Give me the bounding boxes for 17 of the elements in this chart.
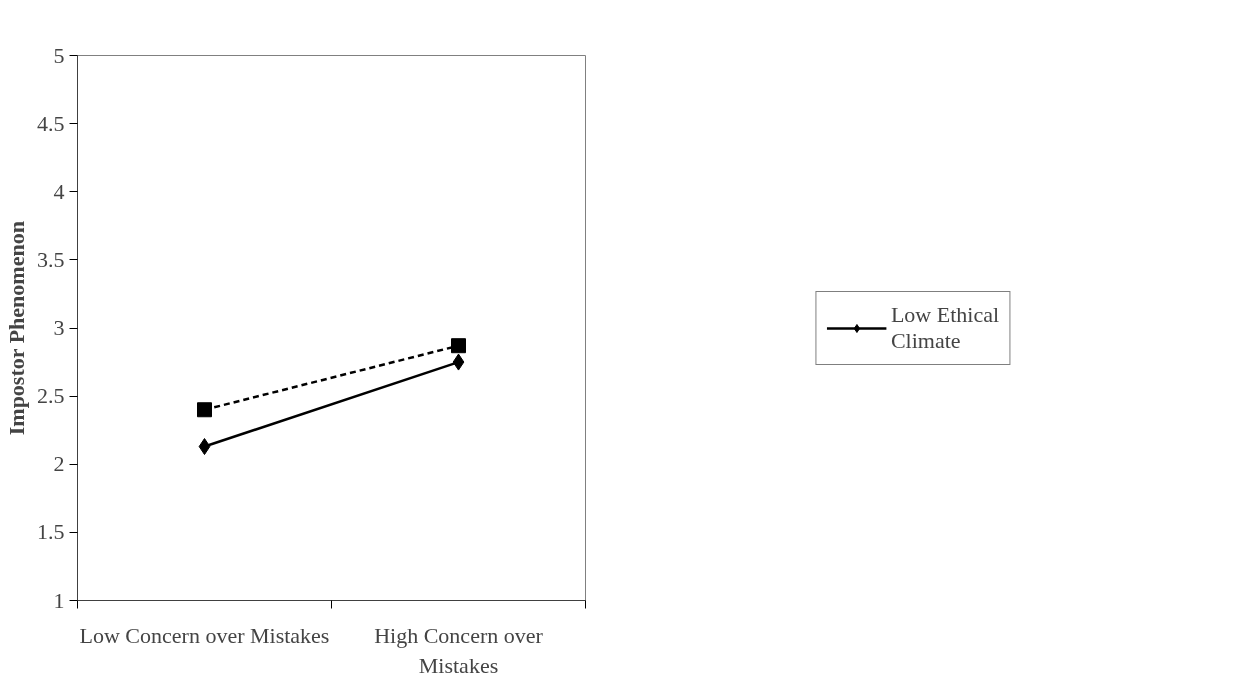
x-tick-label: High Concern over Mistakes — [374, 622, 544, 678]
y-tick-label: 2 — [53, 451, 65, 477]
y-axis-title: Impostor Phenomenon — [4, 221, 29, 436]
y-tick-label: 1.5 — [37, 519, 65, 545]
x-tick-label: Low Concern over Mistakes — [79, 622, 330, 648]
y-tick-label: 4.5 — [37, 110, 65, 136]
point — [452, 353, 465, 371]
y-tick-label: 1 — [53, 587, 65, 613]
y-tick-label: 3.5 — [37, 246, 65, 272]
point — [198, 438, 211, 456]
point — [451, 338, 466, 354]
y-tick-label: 2.5 — [37, 383, 65, 409]
y-tick-label: 4 — [53, 178, 65, 204]
legend-label: Low Ethical Climate — [890, 301, 1000, 354]
y-tick-label: 3 — [53, 315, 65, 340]
y-tick-label: 5 — [53, 42, 65, 68]
point — [197, 402, 212, 418]
